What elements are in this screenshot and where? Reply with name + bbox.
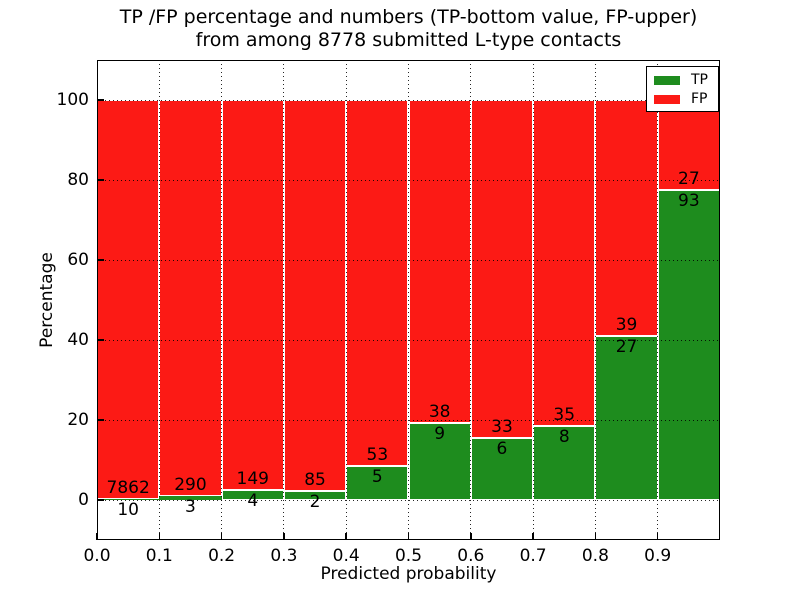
bar-segment-tp: [408, 423, 471, 500]
x-tick-mark: [96, 533, 98, 540]
bar-segment-fp: [283, 100, 347, 491]
legend-swatch-fp: [654, 95, 680, 104]
x-tick-label: 0.7: [519, 546, 547, 566]
tp-count-label: 93: [678, 191, 700, 211]
y-tick-mark: [97, 259, 104, 261]
bar-segment-fp: [408, 100, 471, 424]
y-tick-mark: [97, 339, 104, 341]
x-tick-mark: [532, 533, 534, 540]
x-tick-label: 0.9: [644, 546, 672, 566]
fp-count-label: 290: [174, 474, 207, 495]
y-tick-label: 80: [67, 170, 89, 190]
x-tick-mark: [345, 533, 347, 540]
y-tick-label: 20: [67, 410, 89, 430]
bar-segment-tp: [346, 465, 409, 500]
legend-label: TP: [691, 72, 708, 88]
y-tick-label: 40: [67, 330, 89, 350]
v-gridline: [283, 60, 285, 540]
bar-segment-fp: [533, 100, 596, 426]
x-tick-mark: [220, 533, 223, 540]
v-gridline: [221, 60, 223, 540]
chart-title-line2: from among 8778 submitted L-type contact…: [195, 29, 622, 51]
y-tick-mark: [97, 499, 104, 501]
fp-count-label: 149: [236, 468, 269, 489]
legend-box: TP FP: [646, 66, 719, 112]
x-axis-label: Predicted probability: [320, 564, 497, 584]
plot-area: 7862 10 290 3 149 4 85 2 53 5 38 9 33 6 35 8 39 27 27 93 0.0…: [57, 60, 720, 566]
v-gridline: [657, 60, 659, 540]
tp-count-label: 27: [615, 337, 638, 358]
chart-title-line1: TP /FP percentage and numbers (TP-bottom…: [119, 6, 698, 28]
bar-segment-tp: [221, 489, 284, 500]
bar-segment-fp: [346, 100, 409, 466]
tp-count-label: 3: [185, 496, 196, 517]
bar-segment-fp: [97, 100, 160, 500]
bar-segment-tp: [657, 190, 720, 500]
fp-count-label: 35: [553, 404, 576, 425]
x-tick-label: 0.0: [83, 546, 111, 566]
x-tick-label: 0.8: [581, 546, 609, 566]
v-gridline: [408, 60, 409, 540]
x-tick-label: 0.4: [332, 546, 360, 566]
bar-segment-fp: [470, 100, 534, 439]
bar-segment-tp: [283, 490, 347, 500]
v-gridline: [158, 60, 160, 540]
tp-count-label: 5: [371, 466, 383, 487]
legend-entry-fp: FP: [647, 91, 718, 108]
bar-segment-tp: [595, 336, 658, 500]
tp-count-label: 2: [309, 491, 321, 512]
fp-count-label: 33: [491, 417, 513, 438]
legend-swatch-tp: [654, 76, 680, 85]
y-tick-mark: [97, 99, 104, 101]
y-tick-mark: [97, 419, 104, 421]
v-gridline: [345, 60, 347, 540]
bar-segment-tp: [470, 438, 534, 500]
fp-count-label: 39: [615, 315, 638, 336]
x-tick-mark: [283, 533, 285, 540]
fp-count-label: 27: [678, 169, 700, 189]
tp-count-label: 6: [496, 439, 508, 460]
tp-count-label: 9: [434, 424, 446, 445]
x-tick-label: 0.5: [394, 546, 423, 566]
x-tick-mark: [594, 533, 597, 540]
bar-segment-tp: [533, 425, 596, 500]
v-gridline: [470, 60, 472, 540]
bar-segment-tp: [159, 495, 222, 500]
bar-segment-fp: [159, 100, 222, 496]
legend-entry-tp: TP: [647, 72, 718, 89]
fp-count-label: 53: [366, 444, 389, 465]
x-tick-label: 0.6: [457, 546, 485, 566]
x-tick-label: 0.1: [145, 546, 173, 566]
chart-title: TP /FP percentage and numbers (TP-bottom…: [97, 6, 720, 52]
y-tick-label: 0: [78, 490, 89, 510]
tp-count-label: 10: [117, 500, 139, 521]
fp-count-label: 7862: [106, 478, 150, 499]
x-tick-mark: [656, 533, 659, 540]
y-tick-label: 60: [67, 250, 89, 270]
bar-segment-fp: [595, 100, 658, 337]
bar-segment-fp: [221, 100, 284, 490]
v-gridline: [532, 60, 534, 540]
fp-count-label: 85: [304, 469, 326, 490]
x-tick-mark: [158, 533, 161, 540]
x-tick-mark: [470, 533, 472, 540]
tp-count-label: 4: [247, 490, 259, 511]
x-tick-label: 0.2: [208, 546, 236, 566]
v-gridline: [594, 60, 596, 540]
y-tick-label: 100: [56, 90, 89, 110]
legend-label: FP: [691, 91, 708, 107]
fp-count-label: 38: [428, 402, 451, 423]
y-tick-mark: [97, 179, 104, 181]
tp-count-label: 8: [558, 426, 570, 447]
x-tick-label: 0.3: [270, 546, 298, 566]
x-tick-mark: [407, 533, 410, 540]
